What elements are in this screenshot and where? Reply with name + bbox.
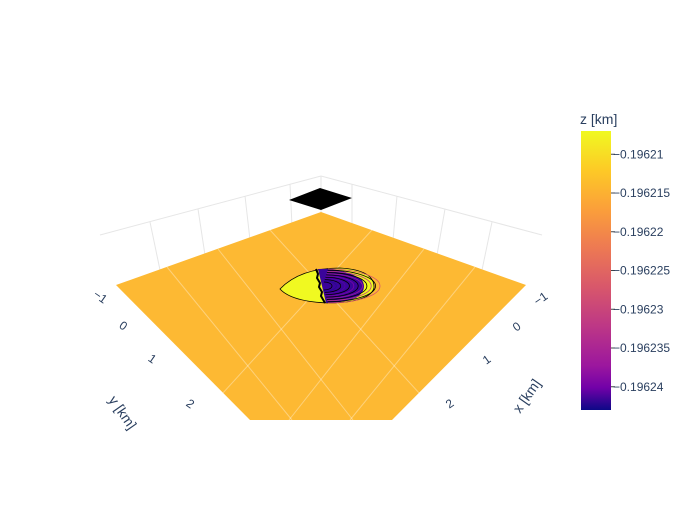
- surface-depression: [279, 267, 381, 304]
- grid-line: [392, 195, 398, 241]
- grid-line: [481, 221, 493, 271]
- contour-lines: [315, 268, 381, 304]
- y-tick-label: 1: [146, 351, 160, 366]
- contour-line: [327, 270, 372, 302]
- surface-plane: [116, 212, 526, 420]
- plane-grid-line: [288, 248, 425, 421]
- colorbar-ticks: −0.19621 −0.196215 −0.19622 −0.196225 −0.196…: [611, 147, 670, 394]
- plane-grid: [166, 229, 476, 421]
- grid-line: [99, 175, 322, 236]
- colorbar-title: z [km]: [580, 111, 617, 127]
- plane-grid-line: [166, 266, 293, 421]
- y-tick-label: 2: [184, 396, 198, 411]
- x-tick-label: −1: [531, 289, 551, 309]
- plane-grid-line: [221, 229, 373, 395]
- grid-line: [244, 195, 251, 241]
- contour-line: [324, 280, 337, 292]
- contour-line: [325, 276, 350, 296]
- x-axis-title: x [km]: [509, 376, 544, 416]
- grid-line: [149, 221, 161, 271]
- x-tick-label: 0: [510, 319, 524, 334]
- grid-line: [289, 183, 293, 227]
- depression-edge: [315, 268, 326, 304]
- colorbar-tick-label: −0.196235: [613, 341, 670, 355]
- contour-line: [326, 273, 363, 299]
- scene-grid: [99, 175, 543, 271]
- x-tick-label: 2: [443, 396, 457, 411]
- plane-grid-line: [269, 229, 421, 395]
- colorbar-tick-label: −0.19621: [613, 147, 664, 161]
- y-tick-label: 0: [117, 318, 131, 333]
- grid-line: [320, 175, 543, 236]
- colorbar-tick-label: −0.19622: [613, 225, 664, 239]
- plane-grid-line: [349, 266, 476, 421]
- x-tick-label: 1: [480, 352, 494, 367]
- contour-projection: [289, 188, 352, 210]
- y-axis-title: y [km]: [106, 393, 141, 433]
- colorbar-gradient: [581, 131, 611, 410]
- contour-line: [323, 281, 333, 291]
- contour-line: [324, 279, 342, 293]
- contour-line: [327, 269, 376, 303]
- y-tick-label: −1: [91, 287, 111, 307]
- colorbar: z [km] −0.19621 −0.196215 −0.19622 −0.19622…: [580, 111, 670, 410]
- contour-line: [326, 272, 368, 300]
- colorbar-tick-label: −0.196215: [613, 186, 670, 200]
- grid-line: [436, 208, 446, 256]
- grid-line: [197, 208, 206, 256]
- contour-line: [325, 278, 346, 294]
- contour-line: [327, 268, 381, 304]
- colorbar-tick-label: −0.196225: [613, 264, 670, 278]
- contour-line: [326, 274, 359, 298]
- plane-grid-line: [217, 248, 354, 421]
- contour-line: [325, 275, 355, 297]
- colorbar-tick-label: −0.19624: [613, 380, 664, 394]
- colorbar-tick-label: −0.19623: [613, 302, 664, 316]
